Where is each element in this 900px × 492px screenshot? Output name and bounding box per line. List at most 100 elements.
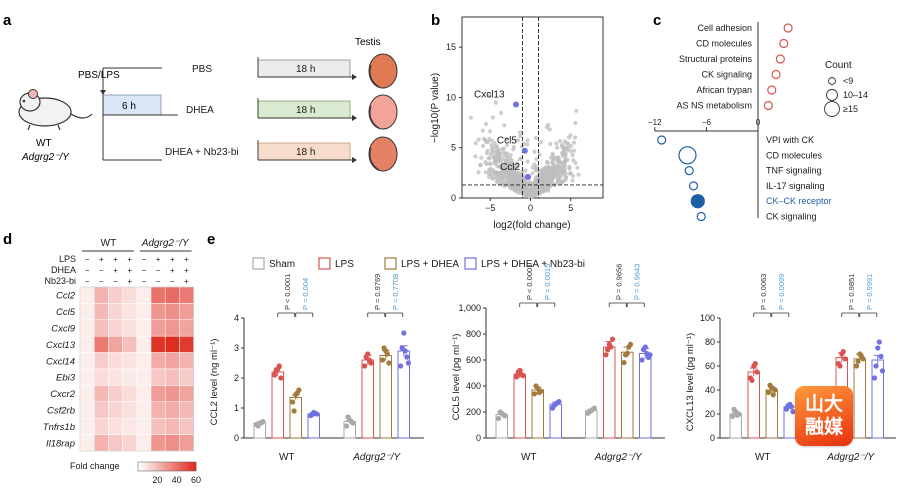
data-point [772,387,778,393]
scale-tick-label: 60 [191,475,201,485]
volcano-point [507,172,512,177]
condition-sign: − [142,277,147,286]
condition-sign: + [127,255,132,264]
volcano-point [576,172,581,177]
treatment-label: PBS/LPS [78,70,120,81]
heatmap-cell [136,352,152,370]
treatment-row-label: DHEA [186,105,214,116]
volcano-point [505,142,510,148]
data-point [729,413,736,419]
heatmap-cell [179,335,194,353]
down-term-dot [690,194,705,209]
data-point [873,363,879,369]
bar [603,346,616,439]
legend-size-label: 10–14 [843,90,868,100]
volcano-point [550,174,555,180]
volcano-point [575,165,580,170]
scale-gradient-step [151,462,154,471]
mouse-label-adgrg2: Adgrg2⁻/Y [21,152,70,163]
up-term-dot [775,54,785,64]
group-label: Adgrg2⁻/Y [594,452,643,463]
timeline-arrowhead [352,115,357,121]
highlight-point [525,173,532,180]
volcano-point [498,173,503,178]
data-point [609,336,616,342]
y-tick-label: 1 [234,403,239,413]
y-tick-label: 20 [705,409,715,419]
bar [765,389,778,439]
heatmap-cell [179,434,194,452]
volcano-point [557,138,563,144]
volcano-point [504,167,509,173]
volcano-point [468,115,473,120]
heatmap-cell [164,401,180,419]
y-tick-label: 0 [451,193,456,203]
data-point [272,372,278,378]
condition-sign: − [85,266,90,275]
volcano-point [487,93,492,98]
down-term-dot [696,211,706,222]
heatmap-cell [93,417,109,435]
heatmap-cell [79,286,95,304]
data-point [647,352,653,358]
pretreatment-time: 6 h [122,101,136,112]
volcano-point [476,137,481,142]
heatmap-cell [179,352,194,370]
heatmap-cell [93,335,109,353]
y-axis-label: CXCL13 level (pg ml⁻¹) [685,333,696,431]
bar [379,355,392,439]
treatment-row-label: PBS [192,64,212,75]
scale-gradient-step [165,462,168,471]
heatmap-cell [93,368,109,386]
heatmap-gene-label: Tnfrs1b [43,422,75,433]
data-point [258,420,264,426]
data-point [603,352,609,358]
volcano-point [544,125,550,130]
data-point [384,351,390,357]
scale-gradient-step [194,462,197,471]
volcano-point [525,159,530,164]
volcano-point [493,100,498,105]
legend-swatch [384,257,397,270]
x-tick-label: −6 [702,118,712,127]
volcano-point [557,166,562,171]
panel-e-legend: Sham LPS LPS + DHEA LPS + DHEA + Nb23-bi [252,257,585,270]
heatmap-cell [150,352,166,370]
highlight-label: Ccl2 [500,162,520,173]
condition-sign: + [156,255,161,264]
volcano-point [561,146,566,151]
scale-gradient-step [170,462,174,471]
epididymis-icon [369,64,380,88]
volcano-point [496,147,501,152]
y-tick-label: 4 [234,313,239,323]
y-axis-label: −log10(P value) [430,73,441,143]
heatmap-cell [122,319,138,337]
y-tick-label: 200 [466,407,481,417]
volcano-point [570,153,575,158]
heatmap-cell [108,319,123,337]
heatmap-cell [164,303,180,321]
volcano-point [548,141,553,147]
volcano-point [491,145,496,150]
data-point [790,409,796,415]
volcano-point [485,139,491,144]
heatmap-cell [164,335,180,353]
up-term-label: CK signaling [701,70,752,80]
p-value-label: P = 0.9643 [632,264,641,300]
data-point [533,383,539,389]
condition-sign: + [113,255,118,264]
heatmap-cell [136,319,152,337]
volcano-point [498,110,504,116]
condition-sign: + [184,266,189,275]
volcano-point [550,153,556,158]
volcano-point [515,179,520,184]
heatmap-cell [122,401,138,419]
volcano-point [485,148,490,153]
heatmap-cell [122,417,138,435]
volcano-point [511,147,516,152]
heatmap-cell [164,385,180,403]
timeline-time: 18 h [296,64,315,75]
volcano-point [525,142,530,147]
volcano-point [508,153,513,158]
